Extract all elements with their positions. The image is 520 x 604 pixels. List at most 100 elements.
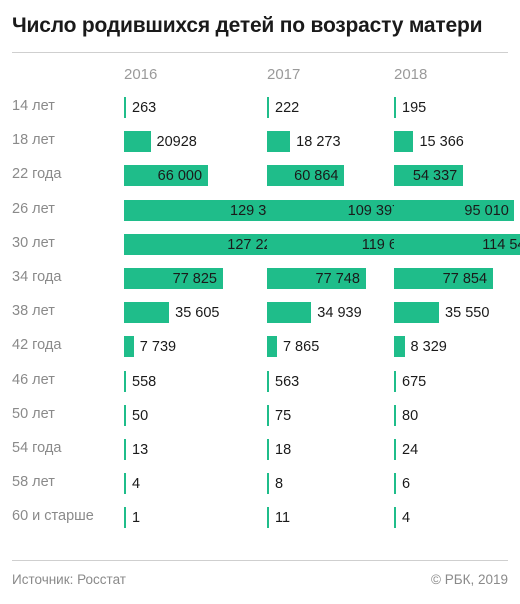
category-label: 22 года: [12, 166, 62, 183]
bar-baseline: [394, 97, 396, 118]
data-label: 7 865: [282, 339, 320, 356]
data-label: 35 550: [445, 305, 490, 322]
category-label: 46 лет: [12, 371, 55, 388]
bar-baseline: [267, 370, 269, 392]
category-label: 30 лет: [12, 234, 55, 251]
data-label: 18 273: [296, 134, 341, 151]
bar: [394, 165, 463, 187]
data-label: 13: [132, 442, 149, 458]
data-label: 35 605: [175, 305, 220, 322]
data-label: 80: [402, 407, 419, 424]
data-label: 77 748: [315, 271, 360, 287]
year-header-2018: 2018: [394, 66, 428, 83]
bar: [124, 199, 288, 221]
bar: [124, 131, 151, 153]
category-label: 26 лет: [12, 200, 55, 217]
bar: [267, 336, 277, 358]
bar-baseline: [124, 507, 126, 529]
data-label: 7 739: [139, 339, 177, 356]
bar-baseline: [267, 473, 269, 495]
bar: [394, 370, 395, 392]
data-label: 77 825: [172, 271, 217, 287]
bar: [267, 233, 419, 255]
data-label: 18: [275, 442, 292, 458]
data-label: 4: [402, 510, 411, 527]
bar: [394, 268, 493, 289]
bar-baseline: [267, 507, 269, 529]
bar-baseline: [394, 439, 396, 460]
bar: [124, 302, 170, 324]
bar: [394, 233, 520, 255]
data-label: 1: [132, 510, 141, 527]
data-label: 24: [402, 442, 419, 458]
bar: [124, 336, 134, 358]
data-label: 34 939: [317, 305, 362, 322]
bar: [124, 268, 223, 289]
category-label: 34 года: [12, 269, 62, 285]
bar: [267, 302, 312, 324]
bar-baseline: [124, 97, 126, 118]
bar: [394, 131, 414, 153]
chart-title: Число родившихся детей по возрасту матер…: [12, 14, 483, 37]
category-label: 60 и старше: [12, 508, 94, 525]
data-label: 127 223: [227, 236, 280, 253]
bar: [267, 165, 345, 187]
data-label: 114 543: [482, 236, 520, 253]
bar: [267, 199, 406, 221]
data-label: 77 854: [442, 271, 488, 287]
data-label: 15 366: [419, 134, 464, 151]
bar-baseline: [394, 370, 396, 392]
data-label: 558: [132, 373, 157, 390]
bar-baseline: [267, 439, 269, 460]
category-label: 18 лет: [12, 132, 55, 149]
bar: [124, 370, 125, 392]
bar-baseline: [124, 473, 126, 495]
data-label: 222: [275, 100, 300, 116]
data-label: 4: [132, 476, 141, 493]
data-label: 20928: [156, 134, 197, 151]
data-label: 263: [132, 100, 157, 116]
bar: [267, 131, 291, 153]
data-label: 66 000: [157, 168, 203, 185]
data-label: 95 010: [464, 202, 509, 219]
data-label: 195: [402, 100, 427, 116]
bar: [124, 165, 208, 187]
data-label: 109 397: [347, 202, 401, 219]
category-label: 14 лет: [12, 98, 55, 114]
data-label: 6: [402, 476, 411, 493]
bar-baseline: [267, 97, 269, 118]
data-label: 675: [402, 373, 427, 390]
category-label: 58 лет: [12, 474, 55, 491]
bar: [267, 268, 366, 289]
bar-baseline: [394, 404, 396, 426]
bar-baseline: [394, 473, 396, 495]
data-label: 50: [132, 407, 149, 424]
category-label: 38 лет: [12, 303, 55, 320]
bar-baseline: [124, 404, 126, 426]
year-header-2016: 2016: [124, 66, 158, 83]
bar: [394, 302, 440, 324]
bar-baseline: [394, 507, 396, 529]
bar-baseline: [124, 370, 126, 392]
category-label: 50 лет: [12, 405, 55, 422]
bar: [394, 199, 515, 221]
category-label: 42 года: [12, 337, 62, 354]
bar: [267, 370, 268, 392]
source-note: Источник: Росстат: [12, 572, 126, 587]
bar-baseline: [267, 404, 269, 426]
bar-baseline: [124, 439, 126, 460]
bar: [124, 233, 286, 255]
title-divider: [12, 52, 508, 53]
data-label: 563: [275, 373, 300, 390]
bar: [394, 336, 405, 358]
data-label: 8 329: [410, 339, 447, 356]
data-label: 11: [275, 510, 291, 527]
data-label: 8: [275, 476, 284, 493]
year-header-2017: 2017: [267, 66, 301, 83]
data-label: 60 864: [294, 168, 339, 185]
data-label: 54 337: [412, 168, 458, 185]
copyright-note: © РБК, 2019: [431, 572, 508, 587]
data-label: 75: [275, 407, 292, 424]
category-label: 54 года: [12, 440, 62, 456]
footer-divider: [12, 560, 508, 561]
